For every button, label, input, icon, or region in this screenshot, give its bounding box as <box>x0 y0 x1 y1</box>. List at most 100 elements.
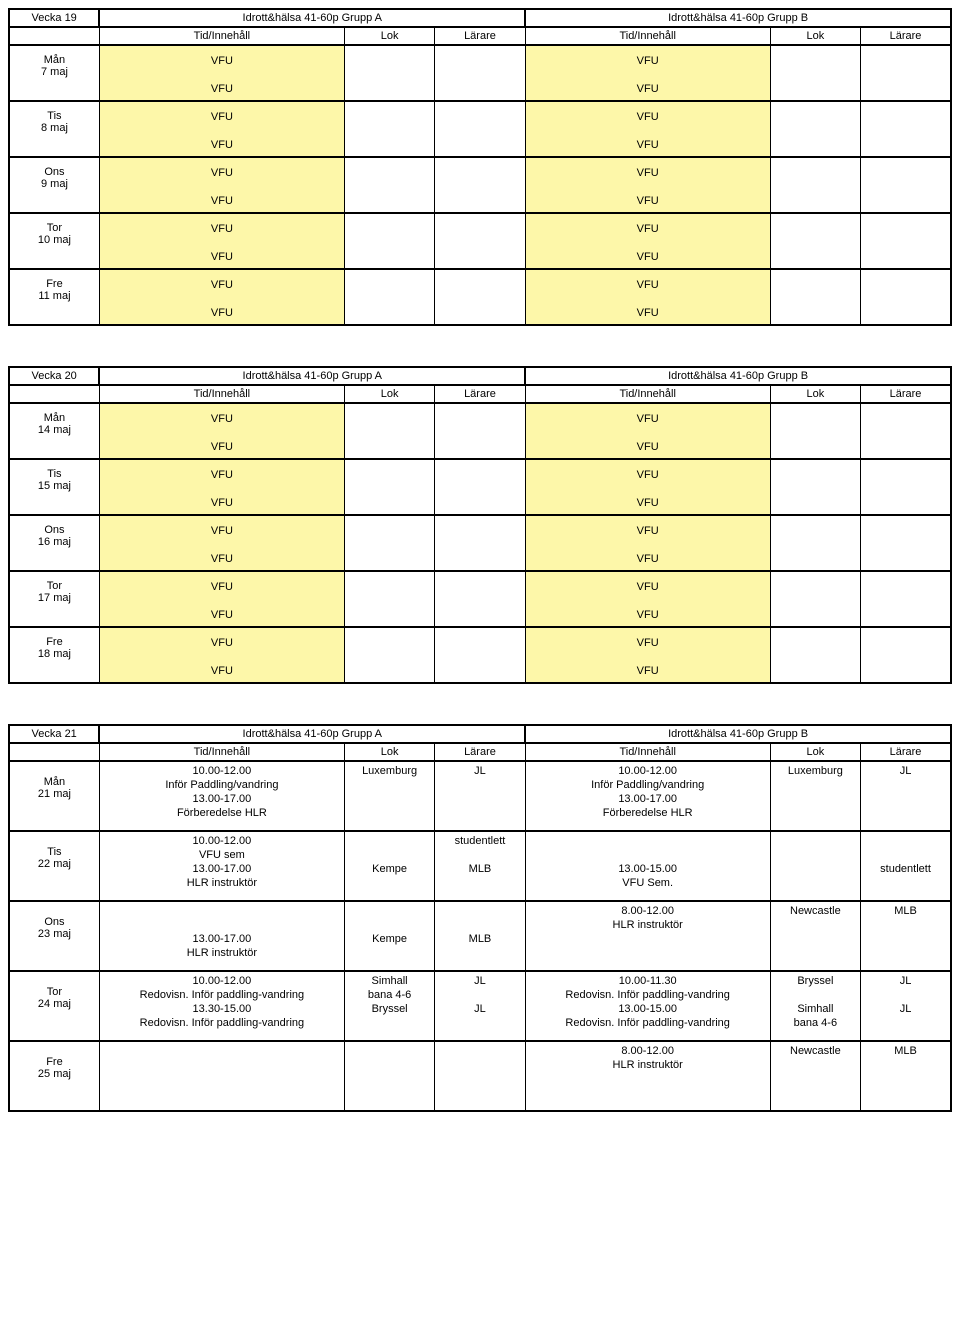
day-cell: Tor10 maj <box>9 213 99 269</box>
col-tid-b: Tid/Innehåll <box>525 385 770 403</box>
tid-b: 13.00-15.00VFU Sem. <box>525 831 770 901</box>
lok-a: Kempe <box>344 901 434 971</box>
tid-a: VFUVFU <box>99 101 344 157</box>
lar-a <box>435 403 525 459</box>
lar-a: studentlett MLB <box>435 831 525 901</box>
day-cell: Mån7 maj <box>9 45 99 101</box>
tid-a: VFUVFU <box>99 515 344 571</box>
lar-b <box>861 213 951 269</box>
day-cell: Tis8 maj <box>9 101 99 157</box>
lar-b <box>861 45 951 101</box>
blank-cell <box>9 27 99 45</box>
day-cell: Tis22 maj <box>9 831 99 901</box>
tid-a: VFUVFU <box>99 627 344 683</box>
lar-a <box>435 101 525 157</box>
tid-b: 8.00-12.00HLR instruktör <box>525 1041 770 1111</box>
col-lok-a: Lok <box>344 385 434 403</box>
tid-a: VFUVFU <box>99 157 344 213</box>
week-table: Vecka 20Idrott&hälsa 41-60p Grupp AIdrot… <box>8 366 952 684</box>
lar-b: JL JL <box>861 971 951 1041</box>
lar-b <box>861 403 951 459</box>
lar-a <box>435 213 525 269</box>
day-cell: Fre25 maj <box>9 1041 99 1111</box>
tid-a: VFUVFU <box>99 403 344 459</box>
col-larare-a: Lärare <box>435 743 525 761</box>
group-b-title: Idrott&hälsa 41-60p Grupp B <box>525 367 951 385</box>
lar-a <box>435 627 525 683</box>
lar-a <box>435 45 525 101</box>
lok-a <box>344 1041 434 1111</box>
lar-b <box>861 571 951 627</box>
lok-b <box>770 157 860 213</box>
lar-a <box>435 515 525 571</box>
lok-b <box>770 403 860 459</box>
day-cell: Ons23 maj <box>9 901 99 971</box>
col-lok-b: Lok <box>770 27 860 45</box>
lok-a <box>344 403 434 459</box>
tid-b: 10.00-12.00Inför Paddling/vandring13.00-… <box>525 761 770 831</box>
day-cell: Tor24 maj <box>9 971 99 1041</box>
group-a-title: Idrott&hälsa 41-60p Grupp A <box>99 725 525 743</box>
tid-a: 13.00-17.00HLR instruktör <box>99 901 344 971</box>
lok-b: Newcastle <box>770 901 860 971</box>
lar-b: MLB <box>861 1041 951 1111</box>
tid-a: VFUVFU <box>99 571 344 627</box>
week-table: Vecka 21Idrott&hälsa 41-60p Grupp AIdrot… <box>8 724 952 1112</box>
tid-b: VFUVFU <box>525 157 770 213</box>
lok-a: Kempe <box>344 831 434 901</box>
tid-b: 8.00-12.00HLR instruktör <box>525 901 770 971</box>
lok-a <box>344 101 434 157</box>
lok-b <box>770 269 860 325</box>
col-larare-a: Lärare <box>435 27 525 45</box>
col-lok-a: Lok <box>344 743 434 761</box>
group-a-title: Idrott&hälsa 41-60p Grupp A <box>99 9 525 27</box>
lok-b <box>770 831 860 901</box>
lok-b <box>770 571 860 627</box>
lar-b <box>861 157 951 213</box>
tid-a: VFUVFU <box>99 269 344 325</box>
lok-b <box>770 515 860 571</box>
lok-b <box>770 213 860 269</box>
blank-cell <box>9 743 99 761</box>
col-larare-b: Lärare <box>861 385 951 403</box>
tid-b: 10.00-11.30Redovisn. Inför paddling-vand… <box>525 971 770 1041</box>
tid-b: VFUVFU <box>525 403 770 459</box>
lar-a <box>435 459 525 515</box>
col-lok-b: Lok <box>770 385 860 403</box>
lar-a <box>435 269 525 325</box>
day-cell: Ons16 maj <box>9 515 99 571</box>
lar-b: studentlett <box>861 831 951 901</box>
day-cell: Ons9 maj <box>9 157 99 213</box>
week-title: Vecka 20 <box>9 367 99 385</box>
group-b-title: Idrott&hälsa 41-60p Grupp B <box>525 725 951 743</box>
tid-b: VFUVFU <box>525 213 770 269</box>
tid-b: VFUVFU <box>525 269 770 325</box>
col-larare-a: Lärare <box>435 385 525 403</box>
tid-b: VFUVFU <box>525 571 770 627</box>
lar-b: JL <box>861 761 951 831</box>
day-cell: Fre18 maj <box>9 627 99 683</box>
col-larare-b: Lärare <box>861 743 951 761</box>
col-tid-a: Tid/Innehåll <box>99 385 344 403</box>
lok-b <box>770 101 860 157</box>
lok-a: Simhallbana 4-6Bryssel <box>344 971 434 1041</box>
lar-a <box>435 1041 525 1111</box>
lok-b <box>770 627 860 683</box>
lok-a <box>344 269 434 325</box>
tid-b: VFUVFU <box>525 101 770 157</box>
lar-b <box>861 269 951 325</box>
tid-a: VFUVFU <box>99 459 344 515</box>
lar-b <box>861 101 951 157</box>
lar-a: JL <box>435 761 525 831</box>
week-title: Vecka 21 <box>9 725 99 743</box>
day-cell: Mån14 maj <box>9 403 99 459</box>
col-lok-a: Lok <box>344 27 434 45</box>
tid-a: 10.00-12.00Inför Paddling/vandring13.00-… <box>99 761 344 831</box>
lok-a <box>344 213 434 269</box>
tid-b: VFUVFU <box>525 45 770 101</box>
tid-b: VFUVFU <box>525 515 770 571</box>
col-larare-b: Lärare <box>861 27 951 45</box>
lar-a: MLB <box>435 901 525 971</box>
lok-b <box>770 45 860 101</box>
lok-a <box>344 459 434 515</box>
